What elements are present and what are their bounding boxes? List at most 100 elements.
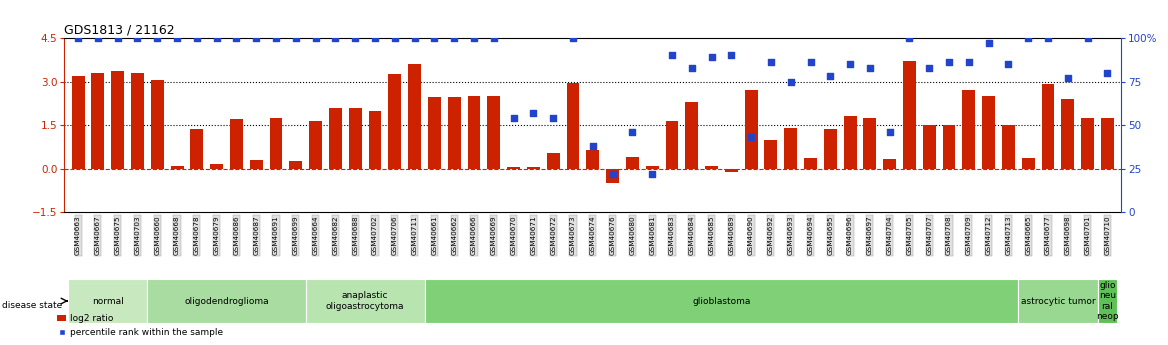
Text: GSM40702: GSM40702	[373, 216, 378, 255]
Bar	[1002, 125, 1015, 169]
Legend: log2 ratio, percentile rank within the sample: log2 ratio, percentile rank within the s…	[54, 311, 227, 341]
Bar	[230, 119, 243, 169]
Text: GSM40689: GSM40689	[729, 216, 735, 255]
Point	[821, 73, 840, 79]
Bar	[666, 121, 679, 169]
Point	[662, 52, 681, 58]
Bar	[91, 73, 104, 169]
Bar	[424, 279, 1018, 323]
Point	[168, 35, 187, 41]
Text: GSM40677: GSM40677	[1045, 216, 1051, 255]
Text: GSM40671: GSM40671	[530, 216, 536, 255]
Bar	[306, 279, 424, 323]
Bar	[210, 164, 223, 169]
Point	[920, 65, 939, 70]
Point	[940, 60, 959, 65]
Bar	[389, 74, 402, 169]
Point	[326, 35, 345, 41]
Text: GSM40670: GSM40670	[510, 216, 516, 255]
Bar	[310, 121, 322, 169]
Point	[188, 35, 207, 41]
Point	[485, 35, 503, 41]
Text: oligodendroglioma: oligodendroglioma	[185, 296, 269, 306]
Point	[564, 35, 583, 41]
Text: GSM40674: GSM40674	[590, 216, 596, 255]
Point	[246, 35, 265, 41]
Bar	[349, 108, 362, 169]
Bar	[527, 167, 540, 169]
Point	[128, 35, 147, 41]
Text: GSM40711: GSM40711	[411, 216, 418, 255]
Text: GSM40686: GSM40686	[234, 216, 239, 255]
Point	[1078, 35, 1097, 41]
Bar	[626, 157, 639, 169]
Bar	[1101, 118, 1114, 169]
Bar	[507, 167, 520, 169]
Bar	[1022, 158, 1035, 169]
Point	[960, 60, 979, 65]
Text: GSM40675: GSM40675	[114, 216, 120, 255]
Bar	[427, 98, 440, 169]
Point	[702, 55, 721, 60]
Bar	[1062, 99, 1075, 169]
Bar	[1018, 279, 1098, 323]
Point	[1018, 35, 1037, 41]
Bar	[606, 169, 619, 183]
Text: anaplastic
oligoastrocytoma: anaplastic oligoastrocytoma	[326, 291, 404, 311]
Point	[1038, 35, 1057, 41]
Bar	[943, 125, 955, 169]
Point	[584, 143, 603, 149]
Text: GSM40690: GSM40690	[749, 216, 755, 255]
Text: GSM40699: GSM40699	[293, 216, 299, 255]
Point	[405, 35, 424, 41]
Text: GSM40663: GSM40663	[75, 216, 81, 255]
Bar	[250, 160, 263, 169]
Text: GSM40676: GSM40676	[610, 216, 616, 255]
Text: GSM40693: GSM40693	[787, 216, 794, 255]
Text: GSM40705: GSM40705	[906, 216, 912, 255]
Text: GSM40696: GSM40696	[847, 216, 853, 255]
Text: GSM40704: GSM40704	[887, 216, 892, 255]
Text: GSM40683: GSM40683	[669, 216, 675, 255]
Bar	[290, 161, 303, 169]
Bar	[646, 166, 659, 169]
Point	[207, 35, 225, 41]
Text: GSM40697: GSM40697	[867, 216, 872, 255]
Point	[505, 115, 523, 121]
Bar	[566, 83, 579, 169]
Point	[69, 35, 88, 41]
Point	[465, 35, 484, 41]
Bar	[270, 118, 283, 169]
Bar	[111, 71, 124, 169]
Bar	[408, 64, 420, 169]
Text: GSM40688: GSM40688	[353, 216, 359, 255]
Bar	[725, 169, 738, 172]
Text: GSM40679: GSM40679	[214, 216, 220, 255]
Point	[682, 65, 701, 70]
Bar	[547, 152, 559, 169]
Bar	[1082, 118, 1094, 169]
Text: GSM40669: GSM40669	[491, 216, 496, 255]
Text: GSM40668: GSM40668	[174, 216, 180, 255]
Text: GSM40662: GSM40662	[451, 216, 457, 255]
Text: astrocytic tumor: astrocytic tumor	[1021, 296, 1096, 306]
Bar	[131, 73, 144, 169]
Point	[999, 61, 1017, 67]
Text: GSM40695: GSM40695	[827, 216, 833, 255]
Text: GSM40684: GSM40684	[689, 216, 695, 255]
Bar	[923, 125, 936, 169]
Point	[603, 171, 621, 177]
Point	[385, 35, 404, 41]
Text: GSM40706: GSM40706	[391, 216, 398, 255]
Text: GSM40661: GSM40661	[431, 216, 437, 255]
Point	[781, 79, 800, 84]
Bar	[765, 140, 778, 169]
Point	[901, 35, 919, 41]
Text: GSM40694: GSM40694	[807, 216, 813, 255]
Text: GSM40682: GSM40682	[333, 216, 339, 255]
Bar	[171, 166, 183, 169]
Point	[524, 110, 543, 116]
Point	[861, 65, 880, 70]
Bar	[151, 80, 164, 169]
Point	[742, 135, 760, 140]
